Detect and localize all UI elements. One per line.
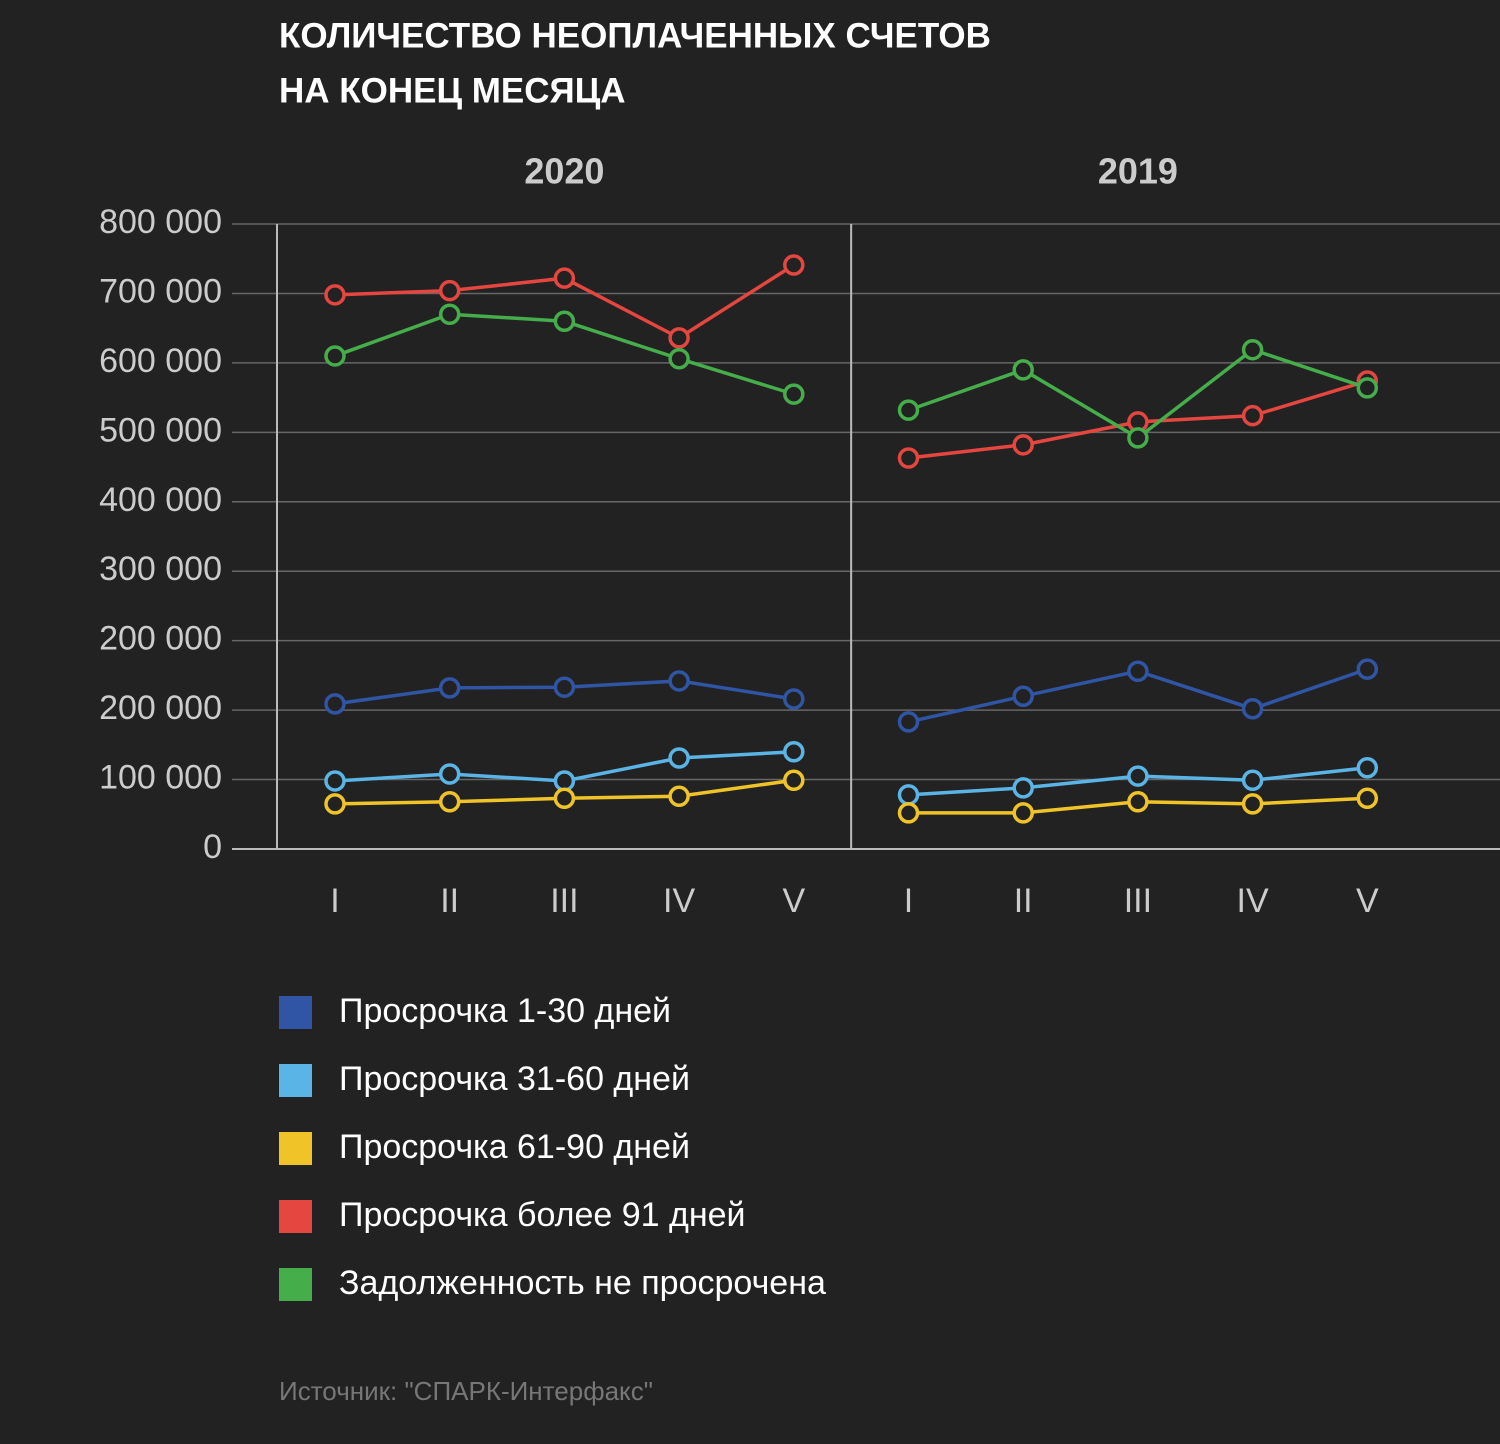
y-tick-label: 0 [203, 828, 222, 866]
point [783, 383, 805, 405]
x-tick-label: III [550, 882, 578, 920]
point [1012, 802, 1034, 824]
x-tick-label: IV [1237, 882, 1269, 920]
point [783, 688, 805, 710]
point [668, 347, 690, 370]
point [1012, 359, 1034, 381]
point [324, 793, 346, 815]
point [1356, 757, 1379, 779]
point [438, 763, 461, 785]
legend-swatch [279, 1132, 312, 1165]
chart-title: КОЛИЧЕСТВО НЕОПЛАЧЕННЫХ СЧЕТОВ [279, 16, 991, 55]
point [553, 267, 576, 289]
point [438, 677, 461, 699]
x-tick-label: I [330, 882, 339, 920]
point [1241, 338, 1264, 361]
y-tick-label: 400 000 [99, 481, 222, 519]
point [1012, 685, 1034, 707]
point [1241, 697, 1264, 720]
legend-label: Просрочка 1-30 дней [339, 992, 671, 1030]
y-tick-label: 200 000 [99, 689, 222, 727]
point [553, 676, 576, 698]
legend-swatch [279, 1268, 312, 1301]
x-tick-label: II [1014, 882, 1033, 920]
point [1127, 427, 1149, 449]
y-tick-label: 600 000 [99, 342, 222, 380]
point [1356, 787, 1379, 810]
point [1241, 793, 1264, 815]
legend-swatch [279, 1200, 312, 1233]
point [783, 769, 805, 791]
y-tick-label: 500 000 [99, 411, 222, 449]
point [553, 770, 576, 792]
point [783, 741, 805, 763]
point [783, 254, 805, 276]
legend-label: Задолженность не просрочена [339, 1264, 826, 1302]
point [1127, 660, 1149, 682]
point [1356, 377, 1379, 399]
point [1127, 765, 1149, 787]
panel-title: 2020 [524, 151, 604, 192]
legend-label: Просрочка 61-90 дней [339, 1128, 690, 1166]
legend-swatch [279, 996, 312, 1029]
x-tick-label: V [782, 882, 805, 920]
point [668, 747, 690, 769]
point [324, 345, 346, 367]
point [553, 310, 576, 332]
panel-title: 2019 [1098, 151, 1178, 192]
point [324, 770, 346, 792]
point [1012, 777, 1034, 799]
y-tick-label: 200 000 [99, 620, 222, 658]
chart-title: НА КОНЕЦ МЕСЯЦА [279, 71, 626, 110]
x-tick-label: V [1356, 882, 1379, 920]
legend-label: Просрочка более 91 дней [339, 1196, 746, 1234]
point [897, 802, 920, 824]
point [897, 784, 920, 806]
point [897, 447, 920, 469]
y-tick-label: 700 000 [99, 272, 222, 310]
y-tick-label: 800 000 [99, 203, 222, 241]
point [1241, 404, 1264, 427]
x-tick-label: III [1124, 882, 1152, 920]
point [1356, 658, 1379, 680]
y-tick-label: 100 000 [99, 759, 222, 797]
x-tick-label: I [904, 882, 913, 920]
point [668, 327, 690, 349]
point [438, 791, 461, 813]
y-tick-label: 300 000 [99, 550, 222, 588]
point [438, 303, 461, 326]
legend-swatch [279, 1064, 312, 1097]
x-tick-label: IV [663, 882, 695, 920]
point [1012, 434, 1034, 456]
point [324, 284, 346, 306]
point [324, 693, 346, 715]
point [1127, 791, 1149, 813]
legend-label: Просрочка 31-60 дней [339, 1060, 690, 1098]
point [668, 670, 690, 692]
point [1241, 769, 1264, 791]
x-tick-label: II [440, 882, 459, 920]
point [668, 785, 690, 807]
point [438, 279, 461, 302]
source: Источник: "СПАРК-Интерфакс" [279, 1376, 653, 1406]
point [897, 399, 920, 421]
point [553, 787, 576, 810]
point [897, 711, 920, 733]
